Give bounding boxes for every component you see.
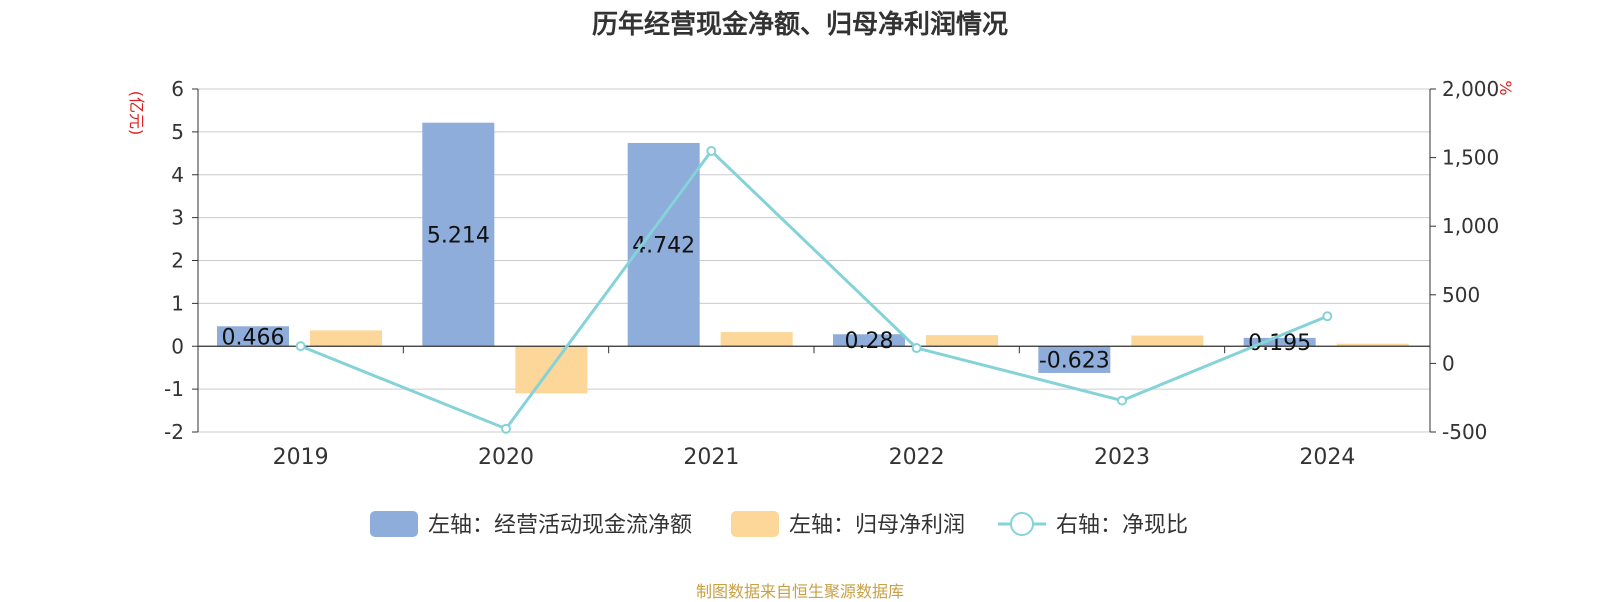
legend-marker-net-cash-ratio	[1010, 512, 1034, 536]
net-profit-bar	[1131, 335, 1204, 347]
cash-flow-bar	[833, 334, 905, 347]
right-axis-tick-label: 0	[1442, 351, 1455, 375]
cash-flow-bar	[1038, 346, 1111, 373]
source-note: 制图数据来自恒生聚源数据库	[695, 582, 904, 601]
x-tick-label: 2022	[889, 445, 945, 470]
net-cash-ratio-point	[706, 146, 717, 157]
cash-flow-data-label: 5.214	[427, 223, 490, 248]
net-cash-ratio-point	[501, 423, 511, 434]
net-profit-bar	[1336, 343, 1409, 347]
left-axis-tick-label: -1	[164, 377, 184, 401]
cash-flow-bar	[627, 142, 700, 347]
left-axis-tick-label: 5	[171, 120, 184, 144]
left-axis-tick-label: 0	[171, 334, 184, 358]
left-axis-tick-label: 1	[171, 291, 184, 315]
cash-flow-bar	[217, 326, 289, 347]
net-cash-ratio-point	[911, 343, 922, 354]
left-axis-tick-label: 6	[171, 77, 184, 101]
cash-flow-data-label: 0.28	[845, 329, 894, 354]
legend-label-cash-flow: 左轴：经营活动现金流净额	[428, 513, 692, 538]
cash-flow-bar	[1243, 337, 1316, 347]
net-profit-bar	[720, 332, 793, 347]
right-axis-tick-label: 1,000	[1442, 214, 1499, 238]
x-tick-label: 2021	[683, 445, 739, 470]
net-cash-ratio-point	[295, 341, 306, 352]
x-tick-label: 2020	[478, 445, 534, 470]
legend-label-net-profit: 左轴：归母净利润	[789, 513, 965, 538]
right-axis-tick-label: 2,000	[1442, 77, 1499, 101]
left-axis-tick-label: 3	[171, 206, 184, 230]
x-tick-label: 2019	[273, 445, 329, 470]
left-axis-unit: (亿元)	[127, 91, 146, 136]
net-profit-bar	[926, 335, 998, 347]
right-axis-tick-label: -500	[1442, 420, 1487, 444]
left-axis-tick-label: -2	[164, 420, 184, 444]
x-tick-label: 2024	[1299, 445, 1355, 470]
legend-swatch-net-profit	[731, 511, 779, 537]
net-cash-ratio-point	[1322, 311, 1333, 322]
cash-flow-bar	[422, 122, 495, 347]
right-axis-tick-label: 1,500	[1442, 146, 1499, 170]
cash-flow-data-label: 0.466	[222, 325, 285, 350]
right-axis-unit: %	[1496, 80, 1515, 95]
net-profit-bar	[310, 330, 382, 347]
net-cash-ratio-point	[1117, 395, 1127, 406]
legend-swatch-cash-flow	[370, 511, 418, 537]
cash-flow-data-label: -0.623	[1039, 349, 1110, 374]
legend-label-net-cash-ratio: 右轴：净现比	[1056, 513, 1188, 538]
chart-title: 历年经营现金净额、归母净利润情况	[591, 10, 1008, 40]
left-axis-tick-label: 2	[171, 249, 184, 273]
x-tick-label: 2023	[1094, 445, 1150, 470]
right-axis-tick-label: 500	[1442, 283, 1480, 307]
net-cash-ratio-line	[300, 148, 1328, 431]
left-axis-tick-label: 4	[171, 163, 184, 187]
